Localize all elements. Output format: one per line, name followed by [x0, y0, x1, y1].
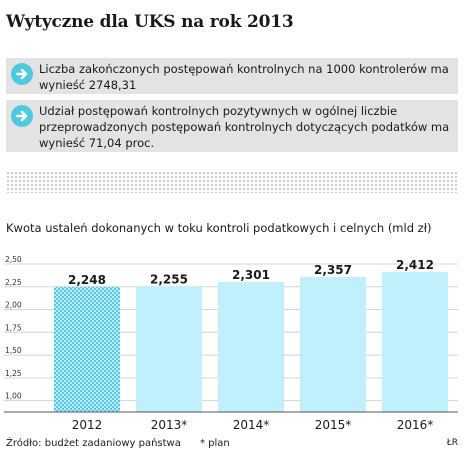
guideline-text: Liczba zakończonych postępowań kontrolny… [39, 62, 449, 92]
y-tick-label: 1,00 [5, 392, 22, 401]
x-tick-label: 2015* [315, 418, 352, 432]
bar-value-label: 2,301 [232, 268, 270, 282]
bar [382, 272, 448, 412]
x-tick-label: 2013* [151, 418, 188, 432]
arrow-right-icon [11, 63, 33, 85]
y-tick-label: 1,25 [5, 369, 22, 378]
author-credit: ŁR [446, 438, 458, 448]
bar-value-label: 2,357 [314, 263, 352, 277]
y-tick-label: 2,00 [5, 301, 22, 310]
arrow-right-icon [11, 105, 33, 127]
chart-title: Kwota ustaleń dokonanych w toku kontroli… [6, 221, 432, 235]
bar-value-label: 2,255 [150, 272, 188, 286]
source-note: Źródło: budżet zadaniowy państwa [6, 438, 181, 449]
y-tick-label: 2,25 [5, 278, 22, 287]
bar [218, 282, 284, 412]
bar-value-label: 2,248 [68, 273, 106, 287]
page-title: Wytyczne dla UKS na rok 2013 [6, 12, 294, 32]
guideline-item: Udział postępowań kontrolnych pozytywnyc… [6, 100, 458, 152]
bar-value-label: 2,412 [396, 258, 434, 272]
bar [136, 286, 202, 412]
y-tick-label: 1,75 [5, 323, 22, 332]
x-tick-label: 2014* [233, 418, 270, 432]
plan-note: * plan [200, 438, 230, 449]
guideline-text: Udział postępowań kontrolnych pozytywnyc… [39, 104, 450, 150]
y-tick-label: 2,50 [5, 255, 22, 264]
bar [54, 286, 120, 412]
dotted-divider [6, 171, 458, 193]
x-tick-label: 2016* [397, 418, 434, 432]
y-tick-label: 1,50 [5, 346, 22, 355]
guideline-item: Liczba zakończonych postępowań kontrolny… [6, 58, 458, 94]
bar [300, 277, 366, 412]
x-tick-label: 2012 [72, 418, 103, 432]
bar-chart: 2,50 2,25 2,00 1,75 1,50 1,25 1,00 2,248 2012 2,2… [4, 255, 458, 432]
